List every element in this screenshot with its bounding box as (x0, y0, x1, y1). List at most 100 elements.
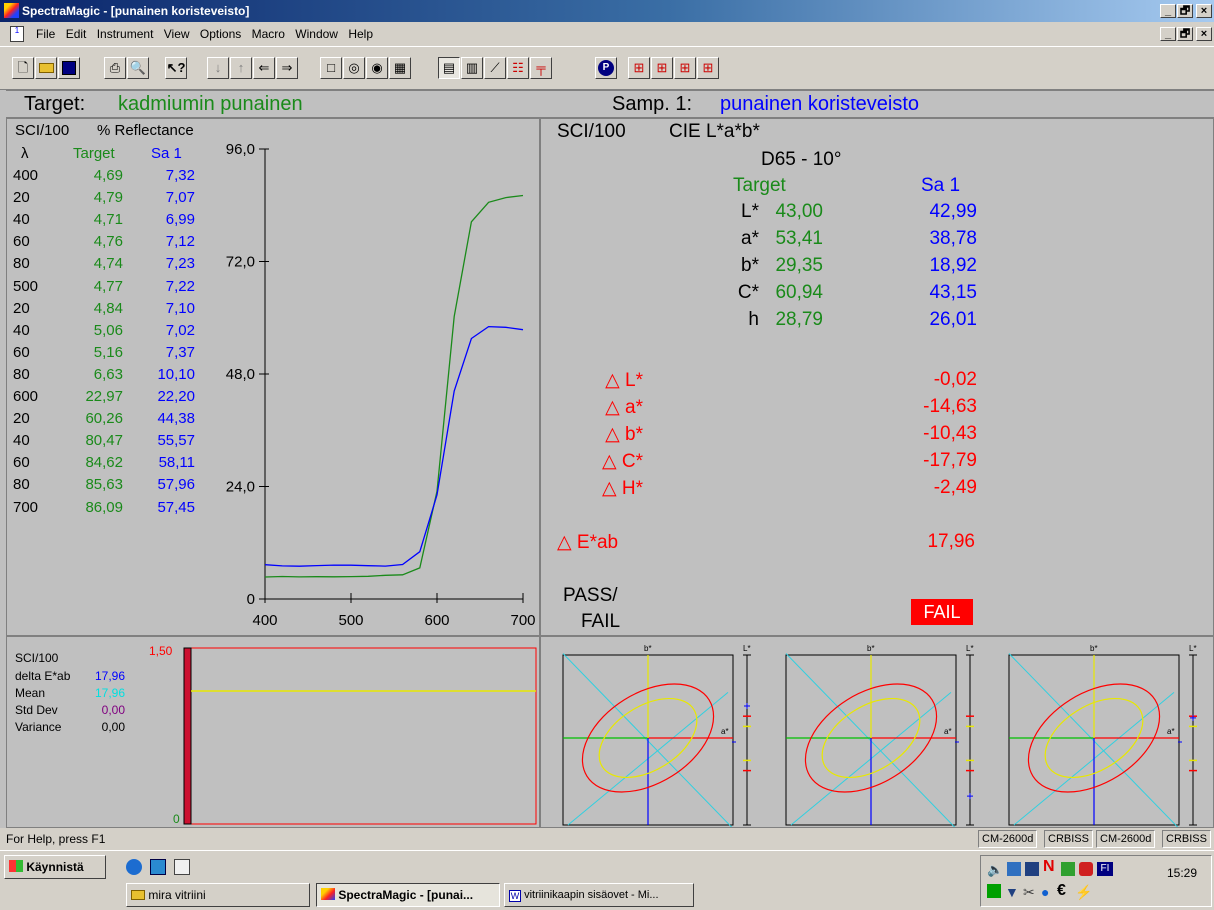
colorimetry-label: a* (741, 228, 759, 249)
task-spectramagic[interactable]: SpectraMagic - [punai... (316, 883, 500, 907)
square-icon[interactable]: □ (320, 57, 342, 79)
internet-explorer-icon[interactable] (126, 859, 142, 875)
layout-4-icon[interactable]: ⊞ (697, 57, 719, 79)
x-tick-label: 500 (338, 612, 363, 629)
target-reflectance-cell: 86,09 (85, 498, 123, 516)
outlook-express-icon[interactable] (150, 859, 166, 875)
mdi-restore-button[interactable]: 🗗 (1177, 27, 1193, 41)
chart-view-icon[interactable]: ▥ (461, 57, 483, 79)
arrow-left-icon[interactable]: ⇐ (253, 57, 275, 79)
tray-tools-icon[interactable]: ✂ (1023, 884, 1035, 900)
stats-ymax: 1,50 (149, 644, 173, 658)
menu-window[interactable]: Window (295, 27, 338, 41)
mdi-close-button[interactable]: × (1196, 27, 1212, 41)
target-name: kadmiumin punainen (118, 93, 303, 115)
bar-graph-icon[interactable]: ╤ (530, 57, 552, 79)
menu-help[interactable]: Help (348, 27, 374, 41)
sample-reflectance-cell: 7,22 (165, 277, 195, 295)
target-reflectance-cell: 6,63 (93, 365, 123, 383)
menu-instrument[interactable]: Instrument (96, 27, 154, 41)
wavelength-cell: 20 (13, 189, 30, 207)
tray-misc-icon[interactable]: ⚡ (1075, 884, 1093, 900)
print-preview-icon[interactable]: 🔍 (127, 57, 149, 79)
menu-options[interactable]: Options (199, 27, 242, 41)
wavelength-cell: 60 (13, 454, 30, 472)
spectral-icon[interactable]: ☷ (507, 57, 529, 79)
colorimetry-panel: SCI/100 CIE L*a*b* D65 - 10° Target Sa 1… (540, 118, 1214, 636)
menu-macro[interactable]: Macro (251, 27, 285, 41)
word-icon: W (509, 890, 521, 902)
show-desktop-icon[interactable] (174, 859, 190, 875)
y-tick-label: 24,0 (226, 479, 255, 496)
save-icon[interactable] (58, 57, 80, 79)
volume-icon[interactable]: 🔈 (987, 862, 1004, 877)
network-icon[interactable] (1007, 862, 1021, 876)
sample-reflectance-cell: 22,20 (157, 388, 195, 405)
sample-reflectance-cell: 7,02 (165, 321, 195, 339)
p-icon[interactable]: P (595, 57, 617, 79)
y-tick-label: 72,0 (226, 254, 255, 271)
close-button[interactable]: × (1196, 4, 1212, 18)
arrow-up-icon[interactable]: ↑ (230, 57, 252, 79)
calculator-icon[interactable]: ▦ (389, 57, 411, 79)
mdi-minimize-button[interactable]: _ (1160, 27, 1176, 41)
fail-badge: FAIL (911, 599, 973, 625)
norton-icon[interactable]: N (1043, 858, 1055, 875)
target-reflectance-cell: 4,69 (93, 167, 123, 184)
target-reflectance-cell: 5,16 (93, 343, 123, 361)
context-help-icon[interactable]: ↖? (165, 57, 187, 79)
line-graph-icon[interactable]: ⟋ (484, 57, 506, 79)
arrow-right-icon[interactable]: ⇒ (276, 57, 298, 79)
menu-file[interactable]: File (36, 27, 56, 41)
layout-2-icon[interactable]: ⊞ (651, 57, 673, 79)
target-colorimetry-value: 60,94 (775, 282, 823, 303)
table-view-icon[interactable]: ▤ (438, 57, 460, 79)
status-mode-2: CRBISS (1162, 830, 1211, 848)
tray-green-icon[interactable] (987, 884, 1001, 898)
status-mode-1: CRBISS (1044, 830, 1093, 848)
color-space: CIE L*a*b* (669, 121, 760, 142)
folder-icon (131, 890, 145, 900)
open-folder-icon[interactable] (35, 57, 57, 79)
print-icon[interactable]: ⎙ (104, 57, 126, 79)
status-help: For Help, press F1 (6, 832, 106, 846)
stat-label: Mean (15, 686, 46, 700)
tolerance-ellipse-outer (581, 683, 715, 793)
delta-label: △ L* (605, 370, 643, 391)
monitor-icon[interactable] (1061, 862, 1075, 876)
language-indicator[interactable]: FI (1097, 862, 1113, 876)
menu-view[interactable]: View (163, 27, 190, 41)
layout-1-icon[interactable]: ⊞ (628, 57, 650, 79)
sample-reflectance-cell: 7,07 (165, 189, 195, 207)
delta-value: -10,43 (923, 423, 977, 444)
status-instrument-1: CM-2600d (978, 830, 1038, 848)
acrobat-icon[interactable] (1079, 862, 1093, 876)
tray-filter-icon[interactable]: ▼ (1005, 884, 1019, 900)
task-word-document[interactable]: W vitriinikaapin sisäovet - Mi... (504, 883, 694, 907)
target-icon[interactable]: ◎ (343, 57, 365, 79)
task-mira-vitriini[interactable]: mira vitriini (126, 883, 310, 907)
menu-edit[interactable]: Edit (65, 27, 87, 41)
task-label: SpectraMagic - [punai... (338, 888, 474, 902)
new-file-icon[interactable]: 🗋 (12, 57, 34, 79)
illuminant: D65 - 10° (761, 149, 842, 170)
tray-messenger-icon[interactable]: ● (1041, 884, 1050, 900)
sample-reflectance-cell: 10,10 (157, 365, 195, 383)
tolerance-ellipse-inner (821, 697, 921, 779)
task-label: mira vitriini (148, 888, 206, 902)
arrow-down-icon[interactable]: ↓ (207, 57, 229, 79)
a-axis-label: a* (1167, 727, 1175, 736)
minimize-button[interactable]: _ (1160, 4, 1176, 18)
euro-icon[interactable]: € (1057, 882, 1066, 899)
delta-label: △ a* (605, 397, 643, 418)
layout-3-icon[interactable]: ⊞ (674, 57, 696, 79)
restore-button[interactable]: 🗗 (1177, 4, 1193, 18)
pass-fail-label-2: FAIL (581, 611, 621, 632)
sample-reflectance-cell: 7,10 (165, 299, 195, 317)
toolbar: 🗋 ⎙ 🔍 ↖? ↓ ↑ ⇐ ⇒ □ ◎ ◉ ▦ ▤ ▥ ⟋ ☷ ╤ P ⊞ ⊞… (0, 46, 1214, 90)
start-button[interactable]: Käynnistä (4, 855, 106, 879)
measure-icon[interactable]: ◉ (366, 57, 388, 79)
target-col-header: Target (73, 145, 115, 162)
tray-app-icon[interactable] (1025, 862, 1039, 876)
document-icon[interactable]: 1 (10, 26, 24, 42)
